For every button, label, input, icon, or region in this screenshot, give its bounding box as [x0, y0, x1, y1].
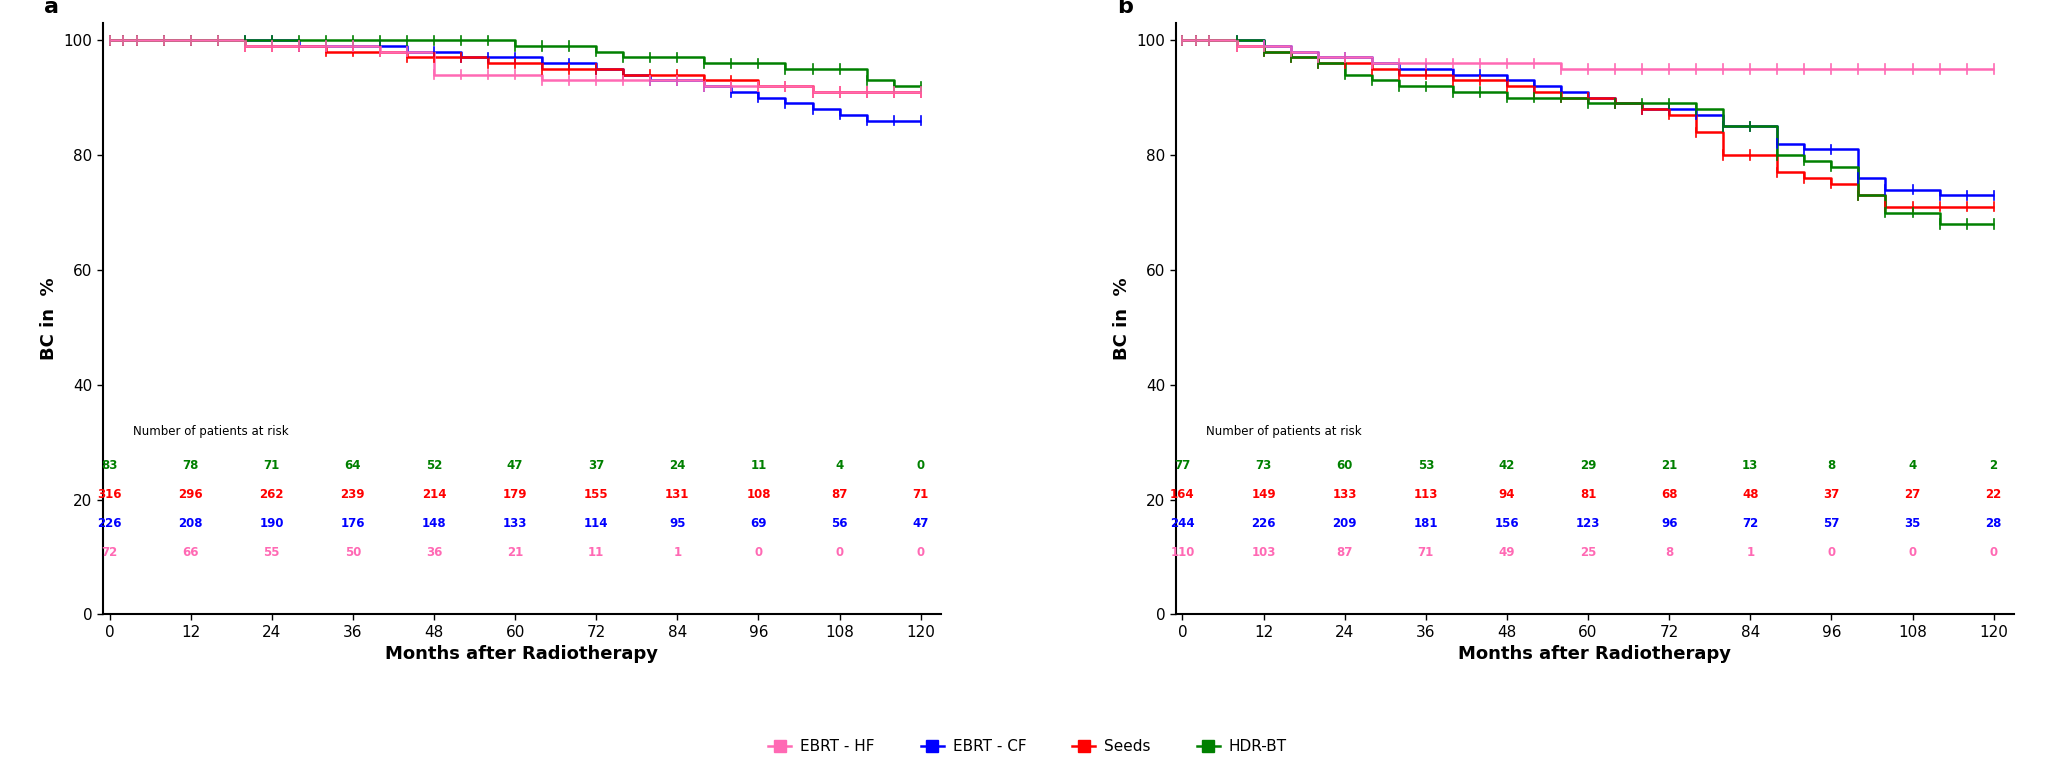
Y-axis label: BC in  %: BC in % — [39, 277, 58, 360]
Text: 47: 47 — [912, 517, 929, 530]
Text: 226: 226 — [97, 517, 121, 530]
Text: 0: 0 — [1909, 545, 1917, 558]
Text: 190: 190 — [259, 517, 284, 530]
Text: 123: 123 — [1576, 517, 1601, 530]
Text: 37: 37 — [588, 459, 604, 472]
Text: 96: 96 — [1660, 517, 1677, 530]
Text: 94: 94 — [1498, 488, 1515, 501]
Text: 113: 113 — [1414, 488, 1438, 501]
X-axis label: Months after Radiotherapy: Months after Radiotherapy — [1459, 645, 1730, 664]
Text: 208: 208 — [179, 517, 203, 530]
Text: 95: 95 — [670, 517, 686, 530]
Text: 53: 53 — [1418, 459, 1434, 472]
Text: 110: 110 — [1169, 545, 1194, 558]
Text: 83: 83 — [101, 459, 117, 472]
Text: 50: 50 — [345, 545, 362, 558]
Text: 11: 11 — [750, 459, 767, 472]
Text: 133: 133 — [1332, 488, 1356, 501]
Text: 68: 68 — [1660, 488, 1677, 501]
Text: 214: 214 — [421, 488, 446, 501]
Text: 155: 155 — [584, 488, 608, 501]
Text: b: b — [1118, 0, 1132, 17]
Text: 47: 47 — [508, 459, 524, 472]
Text: 0: 0 — [917, 459, 925, 472]
Text: 0: 0 — [1827, 545, 1835, 558]
Text: 48: 48 — [1743, 488, 1759, 501]
Text: 8: 8 — [1665, 545, 1673, 558]
Legend: EBRT - HF, EBRT - CF, Seeds, HDR-BT: EBRT - HF, EBRT - CF, Seeds, HDR-BT — [762, 733, 1293, 760]
Text: 55: 55 — [263, 545, 279, 558]
Text: 179: 179 — [503, 488, 528, 501]
Text: 60: 60 — [1336, 459, 1352, 472]
Text: 49: 49 — [1498, 545, 1515, 558]
Text: 4: 4 — [1909, 459, 1917, 472]
Text: 316: 316 — [97, 488, 121, 501]
Text: 25: 25 — [1580, 545, 1597, 558]
Text: 77: 77 — [1173, 459, 1190, 472]
Text: 27: 27 — [1905, 488, 1921, 501]
Text: 0: 0 — [917, 545, 925, 558]
Text: 4: 4 — [836, 459, 845, 472]
Text: 35: 35 — [1905, 517, 1921, 530]
Text: 24: 24 — [670, 459, 686, 472]
Text: 176: 176 — [341, 517, 366, 530]
Text: 21: 21 — [1660, 459, 1677, 472]
Text: 226: 226 — [1251, 517, 1276, 530]
X-axis label: Months after Radiotherapy: Months after Radiotherapy — [386, 645, 658, 664]
Text: 66: 66 — [183, 545, 199, 558]
Text: 72: 72 — [101, 545, 117, 558]
Text: 64: 64 — [345, 459, 362, 472]
Text: 71: 71 — [263, 459, 279, 472]
Text: 71: 71 — [912, 488, 929, 501]
Text: a: a — [43, 0, 60, 17]
Text: 244: 244 — [1169, 517, 1194, 530]
Text: 37: 37 — [1823, 488, 1839, 501]
Text: 78: 78 — [183, 459, 199, 472]
Text: 87: 87 — [832, 488, 849, 501]
Text: 164: 164 — [1169, 488, 1194, 501]
Text: 21: 21 — [508, 545, 524, 558]
Text: 22: 22 — [1985, 488, 2002, 501]
Text: 36: 36 — [425, 545, 442, 558]
Text: 114: 114 — [584, 517, 608, 530]
Text: 0: 0 — [754, 545, 762, 558]
Text: 73: 73 — [1256, 459, 1272, 472]
Text: 8: 8 — [1827, 459, 1835, 472]
Text: Number of patients at risk: Number of patients at risk — [1206, 425, 1362, 438]
Text: 262: 262 — [259, 488, 284, 501]
Text: 1: 1 — [674, 545, 682, 558]
Text: 0: 0 — [1989, 545, 1997, 558]
Text: 148: 148 — [421, 517, 446, 530]
Text: 28: 28 — [1985, 517, 2002, 530]
Text: 56: 56 — [832, 517, 849, 530]
Text: 72: 72 — [1743, 517, 1759, 530]
Text: 103: 103 — [1251, 545, 1276, 558]
Text: 1: 1 — [1747, 545, 1755, 558]
Text: 149: 149 — [1251, 488, 1276, 501]
Text: 29: 29 — [1580, 459, 1597, 472]
Text: 69: 69 — [750, 517, 767, 530]
Text: 13: 13 — [1743, 459, 1759, 472]
Text: 133: 133 — [503, 517, 528, 530]
Text: 87: 87 — [1336, 545, 1352, 558]
Y-axis label: BC in  %: BC in % — [1114, 277, 1130, 360]
Text: 156: 156 — [1494, 517, 1519, 530]
Text: 52: 52 — [425, 459, 442, 472]
Text: 108: 108 — [746, 488, 771, 501]
Text: 11: 11 — [588, 545, 604, 558]
Text: 81: 81 — [1580, 488, 1597, 501]
Text: 131: 131 — [666, 488, 690, 501]
Text: Number of patients at risk: Number of patients at risk — [134, 425, 288, 438]
Text: 57: 57 — [1823, 517, 1839, 530]
Text: 209: 209 — [1332, 517, 1356, 530]
Text: 296: 296 — [179, 488, 203, 501]
Text: 2: 2 — [1989, 459, 1997, 472]
Text: 0: 0 — [836, 545, 845, 558]
Text: 42: 42 — [1498, 459, 1515, 472]
Text: 71: 71 — [1418, 545, 1434, 558]
Text: 239: 239 — [341, 488, 366, 501]
Text: 181: 181 — [1414, 517, 1438, 530]
